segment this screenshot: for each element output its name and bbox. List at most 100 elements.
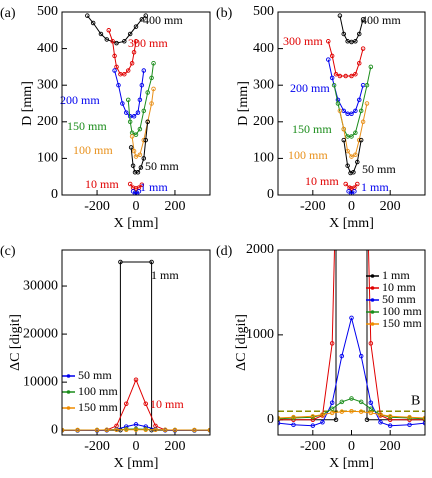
data-point: [125, 68, 131, 73]
series-line: [130, 121, 149, 173]
legend-label: 50 mm: [382, 292, 416, 306]
data-point: [422, 420, 425, 426]
plot-frame: [277, 249, 426, 436]
data-point: [149, 75, 154, 81]
series-label: 300 mm: [283, 34, 323, 48]
y-tick-label: 0: [51, 422, 58, 437]
series-label: 1 mm: [151, 268, 179, 282]
data-point: [145, 90, 150, 95]
data-point: [343, 181, 348, 187]
data-point: [104, 427, 110, 433]
data-point: [114, 427, 119, 433]
y-axis-label: D [mm]: [236, 81, 251, 126]
data-point: [98, 31, 104, 37]
data-point: [353, 130, 358, 136]
x-tick-label: -200: [84, 439, 110, 454]
data-point: [143, 401, 148, 407]
data-point: [356, 97, 362, 103]
data-point: [339, 399, 345, 405]
data-point: [141, 108, 147, 114]
series-line: [348, 190, 355, 195]
data-point: [329, 341, 335, 346]
data-point: [360, 119, 366, 125]
data-point: [141, 156, 147, 161]
data-point: [149, 259, 154, 265]
data-point: [339, 353, 345, 359]
data-point: [422, 415, 425, 421]
series-line: [278, 397, 425, 420]
data-point: [141, 68, 147, 73]
data-point: [341, 137, 347, 143]
data-point: [346, 189, 351, 194]
panel: (b) -200 0 200 0 100 200 300 400 500 X [mm] D [mm] 4…: [216, 4, 426, 231]
data-point: [337, 108, 343, 114]
y-tick-label: 300: [253, 77, 274, 92]
legend-label: 50 mm: [78, 368, 112, 382]
x-tick-label: 0: [133, 199, 140, 214]
data-point: [349, 154, 354, 159]
y-tick-label: 0: [267, 187, 274, 202]
data-point: [139, 17, 145, 22]
plot-area: [278, 250, 425, 428]
data-point: [143, 137, 148, 143]
y-tick-label: 400: [253, 41, 274, 56]
data-point: [345, 163, 350, 168]
x-tick-label: 200: [380, 199, 401, 214]
y-tick-label: 100: [253, 151, 274, 166]
data-point: [122, 39, 127, 44]
series-label: 10 mm: [305, 174, 339, 188]
data-point: [132, 170, 138, 175]
series-label: 10 mm: [150, 397, 184, 411]
data-point: [192, 427, 197, 433]
series-line: [339, 15, 364, 43]
data-point: [326, 39, 331, 44]
data-point: [116, 82, 121, 88]
data-point: [341, 126, 347, 132]
data-point: [349, 408, 354, 414]
data-point: [335, 101, 341, 106]
data-point: [358, 399, 364, 405]
panel-label: (d): [216, 244, 233, 259]
data-point: [133, 39, 139, 44]
series-label: 400 mm: [143, 13, 183, 27]
series-label: 1 mm: [140, 180, 168, 194]
legend-marker: [66, 390, 71, 394]
data-point: [358, 353, 364, 359]
y-tick-label: 2000: [246, 242, 274, 257]
y-axis-label: D [mm]: [20, 81, 35, 126]
y-tick-label: 20000: [23, 326, 58, 341]
x-tick-label: 0: [348, 439, 355, 454]
series-label: 100 mm: [288, 148, 328, 162]
data-point: [149, 101, 154, 106]
data-point: [138, 165, 144, 170]
data-point: [337, 13, 343, 18]
data-point: [368, 341, 374, 346]
y-tick-label: 0: [51, 187, 58, 202]
data-point: [355, 181, 360, 187]
data-point: [137, 97, 143, 103]
series-line: [131, 88, 154, 158]
data-point: [137, 152, 143, 157]
series-line: [278, 410, 425, 419]
data-point: [124, 427, 129, 432]
data-point: [131, 148, 137, 154]
data-point: [106, 28, 111, 33]
data-point: [353, 39, 358, 44]
data-point: [368, 410, 374, 416]
legend-label: 150 mm: [78, 400, 118, 414]
legend-marker: [66, 406, 71, 410]
data-point: [320, 420, 325, 425]
data-point: [368, 64, 374, 70]
plot-frame: [61, 249, 211, 436]
series-label: 200 mm: [60, 93, 100, 107]
data-point: [104, 37, 110, 42]
data-point: [387, 414, 393, 419]
data-point: [349, 315, 354, 321]
y-tick-label: 500: [253, 4, 274, 19]
data-point: [133, 24, 139, 29]
data-point: [310, 414, 316, 419]
y-tick-label: 200: [253, 114, 274, 129]
data-point: [407, 414, 412, 420]
